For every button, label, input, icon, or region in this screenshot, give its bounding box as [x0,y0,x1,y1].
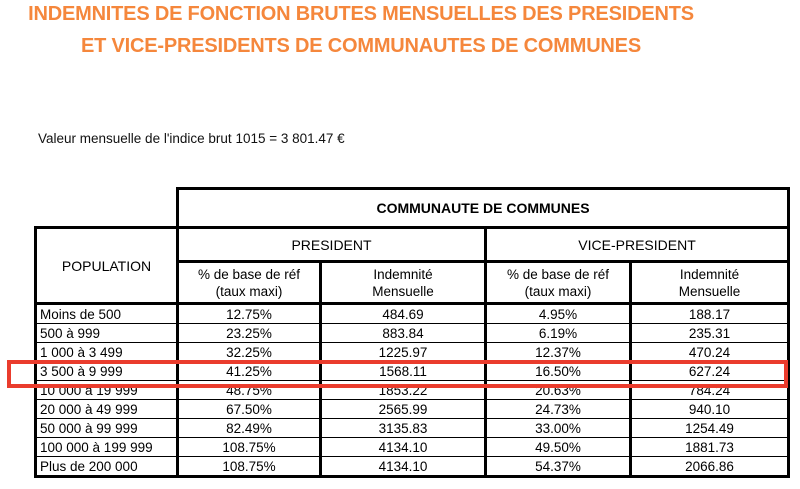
cell-vice-president-indemnity: 470.24 [628,342,791,362]
cell-president-indemnity: 4134.10 [319,456,487,478]
cell-president-indemnity: 2565.99 [319,399,487,419]
cell-population: Plus de 200 000 [34,456,179,478]
table-row: 20 000 à 49 999 67.50% 2565.99 24.73% 94… [34,399,791,419]
cell-vice-president-indemnity: 2066.86 [628,456,791,478]
cell-president-pct: 41.25% [176,361,322,381]
sub-header-row: % de base de réf (taux maxi) Indemnité M… [36,260,791,305]
cell-population: 100 000 à 199 999 [34,437,179,457]
table-corner-spacer [36,189,178,228]
cell-president-indemnity: 3135.83 [319,418,487,438]
document-title: INDEMNITES DE FONCTION BRUTES MENSUELLES… [0,0,722,62]
cell-population: Moins de 500 [34,302,179,324]
cell-president-pct: 108.75% [176,437,322,457]
table-row: 10 000 à 19 999 48.75% 1853.22 20.63% 78… [34,380,791,400]
cell-vice-president-pct: 12.37% [484,342,632,362]
cell-vice-president-indemnity: 1881.73 [628,437,791,457]
index-value-note: Valeur mensuelle de l'indice brut 1015 =… [38,131,345,146]
table-row: 1 000 à 3 499 32.25% 1225.97 12.37% 470.… [34,342,791,362]
subheader-vice-president-indemnity-line-2: Mensuelle [678,283,741,299]
subheader-vice-president-indemnity-line-1: Indemnité [679,266,740,282]
cell-vice-president-pct: 16.50% [484,361,632,381]
cell-president-pct: 82.49% [176,418,322,438]
subheader-president-pct: % de base de réf (taux maxi) [176,260,322,305]
cell-vice-president-indemnity: 784.24 [628,380,791,400]
cell-president-indemnity: 883.84 [319,323,487,343]
subheader-vice-president-pct: % de base de réf (taux maxi) [484,260,632,305]
cell-vice-president-pct: 54.37% [484,456,632,478]
table-row: Moins de 500 12.75% 484.69 4.95% 188.17 [34,302,791,324]
cell-vice-president-indemnity: 940.10 [628,399,791,419]
table-body: Moins de 500 12.75% 484.69 4.95% 188.17 … [34,302,791,478]
cell-president-pct: 67.50% [176,399,322,419]
group-header-row: COMMUNAUTE DE COMMUNES [36,187,791,229]
cell-president-indemnity: 4134.10 [319,437,487,457]
cell-population: 500 à 999 [34,323,179,343]
cell-vice-president-indemnity: 188.17 [628,302,791,324]
role-header-row: POPULATION PRESIDENT VICE-PRESIDENT [34,226,791,305]
cell-vice-president-indemnity: 235.31 [628,323,791,343]
cell-population: 10 000 à 19 999 [34,380,179,400]
column-header-president: PRESIDENT [176,226,487,263]
subheader-vice-president-pct-line-1: % de base de réf [506,266,610,282]
cell-president-pct: 48.75% [176,380,322,400]
cell-president-indemnity: 1225.97 [319,342,487,362]
cell-vice-president-pct: 33.00% [484,418,632,438]
subheader-vice-president-indemnity: Indemnité Mensuelle [628,260,791,305]
subheader-president-indemnity: Indemnité Mensuelle [319,260,487,305]
table-row: 500 à 999 23.25% 883.84 6.19% 235.31 [34,323,791,343]
cell-population: 50 000 à 99 999 [34,418,179,438]
subheader-president-pct-line-1: % de base de réf [197,266,301,282]
table-header: COMMUNAUTE DE COMMUNES POPULATION PRESID… [34,187,791,305]
cell-population: 1 000 à 3 499 [34,342,179,362]
table-row: 50 000 à 99 999 82.49% 3135.83 33.00% 12… [34,418,791,438]
cell-president-pct: 108.75% [176,456,322,478]
column-header-vice-president: VICE-PRESIDENT [483,226,791,263]
indemnity-table: COMMUNAUTE DE COMMUNES POPULATION PRESID… [34,187,791,478]
cell-president-indemnity: 1853.22 [319,380,487,400]
table-row: 100 000 à 199 999 108.75% 4134.10 49.50%… [34,437,791,457]
cell-vice-president-pct: 4.95% [484,302,632,324]
cell-population: 20 000 à 49 999 [34,399,179,419]
cell-vice-president-indemnity: 627.24 [628,361,791,381]
cell-president-pct: 12.75% [176,302,322,324]
cell-population: 3 500 à 9 999 [34,361,179,381]
subheader-president-pct-line-2: (taux maxi) [215,283,283,299]
subheader-vice-president-pct-line-2: (taux maxi) [524,283,592,299]
column-header-population: POPULATION [34,226,179,305]
cell-president-indemnity: 1568.11 [319,361,487,381]
group-header-communaute: COMMUNAUTE DE COMMUNES [175,187,791,229]
cell-president-indemnity: 484.69 [319,302,487,324]
cell-vice-president-indemnity: 1254.49 [628,418,791,438]
cell-president-pct: 32.25% [176,342,322,362]
document-title-line-1: INDEMNITES DE FONCTION BRUTES MENSUELLES… [28,3,694,25]
table-row-highlighted: 3 500 à 9 999 41.25% 1568.11 16.50% 627.… [34,361,791,381]
cell-president-pct: 23.25% [176,323,322,343]
document-title-line-2: ET VICE-PRESIDENTS DE COMMUNAUTES DE COM… [81,35,641,57]
cell-vice-president-pct: 49.50% [484,437,632,457]
subheader-president-indemnity-line-2: Mensuelle [372,283,434,299]
cell-vice-president-pct: 24.73% [484,399,632,419]
table-row: Plus de 200 000 108.75% 4134.10 54.37% 2… [34,456,791,478]
cell-vice-president-pct: 20.63% [484,380,632,400]
cell-vice-president-pct: 6.19% [484,323,632,343]
subheader-president-indemnity-line-1: Indemnité [373,266,433,282]
